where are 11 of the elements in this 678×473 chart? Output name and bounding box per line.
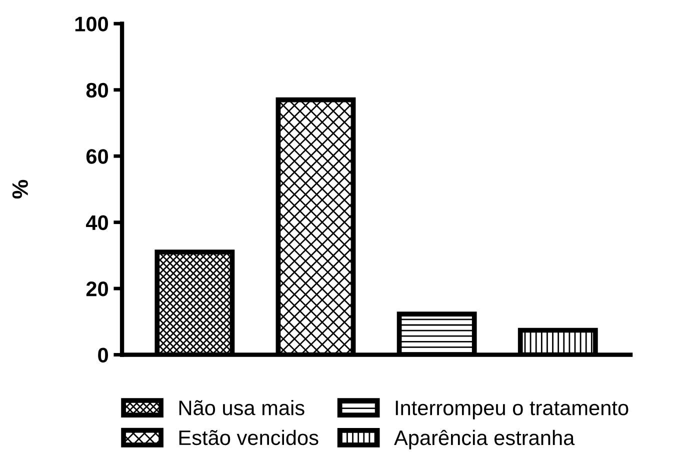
legend-label: Aparência estranha [394,430,575,450]
legend-label: Interrompeu o tratamento [396,400,628,420]
y-axis-title: % [12,180,28,199]
y-tick-label: 100 [75,16,108,32]
y-tick-label: 20 [86,282,108,296]
y-tick-label: 60 [86,149,108,164]
legend-label: Não usa mais [179,400,304,416]
y-tick-label: 0 [98,348,108,363]
y-tick-label: 40 [86,215,108,230]
legend-label: Estão vencidos [179,430,318,446]
y-tick-label: 80 [86,82,108,98]
